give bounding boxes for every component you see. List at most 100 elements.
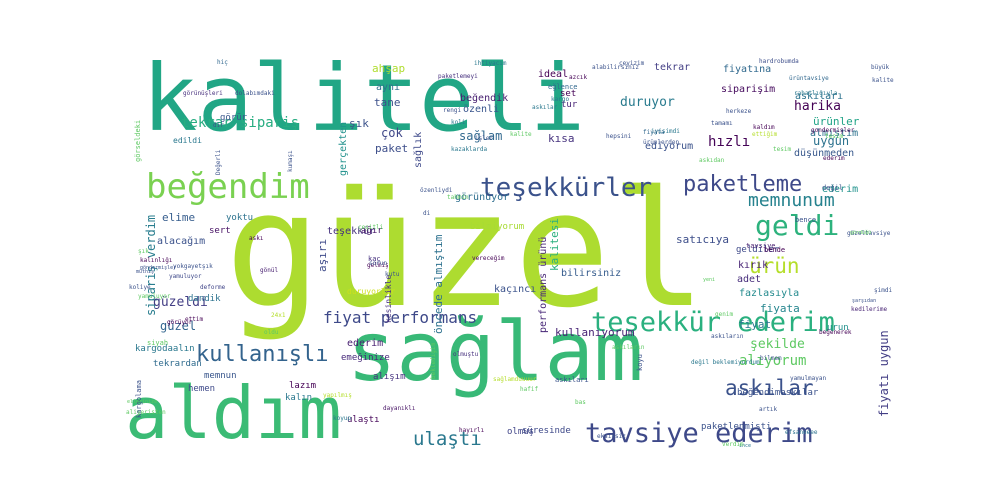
wordcloud-word: yoktu	[226, 213, 254, 223]
wordcloud-word: ahşap	[372, 62, 406, 75]
wordcloud-word: azcık	[569, 74, 588, 81]
wordcloud-word: kaliteli	[142, 50, 586, 152]
wordcloud-word: ederim	[347, 338, 384, 349]
wordcloud-word: fiyat performans	[323, 308, 478, 327]
wordcloud-word: ince	[739, 443, 752, 449]
wordcloud-word: fiyatı uygun	[877, 330, 891, 417]
wordcloud-word: askıları	[795, 91, 844, 102]
wordcloud-word: işler	[475, 135, 494, 142]
wordcloud-word: yeni	[703, 277, 716, 283]
wordcloud-word: hiç	[217, 59, 228, 66]
wordcloud-word: olmuş	[507, 427, 535, 437]
wordcloud-word: geldiler	[736, 245, 780, 255]
wordcloud-word: güzeldi	[153, 295, 208, 310]
wordcloud-word: bence	[795, 216, 817, 224]
wordcloud-word: kalın	[285, 393, 313, 403]
wordcloud-word: memnunum	[748, 190, 835, 211]
wordcloud-word: şık	[349, 117, 369, 130]
wordcloud-word: düşünmeden	[794, 148, 855, 159]
wordcloud-word: rahatlığıyla	[794, 90, 838, 97]
wordcloud-word: geldi	[755, 209, 840, 242]
wordcloud-word: şimdi	[874, 287, 893, 294]
wordcloud-word: kısa	[548, 132, 575, 145]
wordcloud-word: askılar	[725, 376, 814, 400]
wordcloud-word: yapılmış	[323, 392, 352, 399]
wordcloud-word: hepsini	[606, 133, 632, 140]
wordcloud-word: görünüyor	[455, 192, 510, 203]
wordcloud-word: fazlasıyla	[739, 288, 800, 299]
word-cloud: kaliteli güzel sağlam aldım beğendim tavsiye …	[125, 50, 900, 450]
wordcloud-word: askılar	[532, 104, 558, 111]
wordcloud-word: kutu	[385, 271, 400, 278]
wordcloud-word: çok	[381, 126, 403, 140]
wordcloud-word: eksiksiz	[597, 433, 626, 440]
wordcloud-word: ederim	[823, 155, 845, 162]
wordcloud-word: tahmin	[447, 194, 469, 201]
wordcloud-word: siyah	[147, 339, 169, 347]
wordcloud-word: kalite	[510, 131, 532, 138]
wordcloud-word: şık	[138, 248, 149, 255]
wordcloud-word: güzeltavsiye	[847, 230, 891, 237]
wordcloud-word: alacağım	[157, 236, 206, 247]
wordcloud-word: bende	[764, 246, 786, 254]
wordcloud-word: gördüğü	[850, 230, 872, 236]
wordcloud-word: hızlı	[708, 134, 751, 150]
wordcloud-word: fiyatına	[723, 64, 772, 75]
wordcloud-word: tavsiye	[746, 242, 776, 250]
wordcloud-word: ideal	[538, 69, 569, 80]
wordcloud-word: göndermişler	[140, 265, 177, 271]
wordcloud-word: güzel	[160, 319, 197, 333]
wordcloud-word: sağlam	[347, 305, 644, 400]
wordcloud-word: yamulmayan	[790, 375, 827, 382]
wordcloud-word: bilmiyorum	[470, 222, 525, 232]
wordcloud-word: tesim	[773, 146, 792, 153]
wordcloud-word: verdim	[722, 441, 744, 448]
wordcloud-word: fiyat	[738, 318, 772, 331]
wordcloud-word: beğendim	[146, 167, 310, 207]
wordcloud-word: gondermişler	[811, 127, 855, 134]
wordcloud-word: vereceğim	[472, 255, 505, 262]
wordcloud-word: sert	[209, 226, 231, 236]
wordcloud-word: sağlamduuuur	[493, 376, 537, 383]
wordcloud-word: fiyata	[760, 302, 800, 315]
wordcloud-word: gerçekten	[338, 121, 349, 176]
wordcloud-word: duruyorlar	[347, 287, 396, 296]
wordcloud-word: alabilirsiniz	[592, 64, 639, 71]
wordcloud-word: ürün	[749, 254, 800, 278]
wordcloud-word: teşekkürler	[480, 173, 653, 203]
wordcloud-word: koliye	[129, 284, 151, 291]
wordcloud-word: bilmem	[760, 355, 782, 362]
wordcloud-word: ulaştı	[413, 428, 482, 450]
wordcloud-word: aliyeristen	[126, 409, 166, 416]
wordcloud-word: ürüntavsiye	[789, 75, 829, 82]
wordcloud-word: iyisimdi	[651, 128, 680, 135]
wordcloud-word: koli	[451, 119, 466, 126]
wordcloud-word: ihtiyacım	[474, 60, 507, 67]
wordcloud-word: uygun	[813, 134, 850, 148]
wordcloud-word: hafif	[520, 386, 539, 393]
wordcloud-word: Değerli	[215, 149, 222, 175]
wordcloud-word: koyup	[333, 415, 352, 422]
wordcloud-word: bilirsiniz	[561, 268, 622, 279]
wordcloud-word: ürünler	[813, 115, 860, 128]
wordcloud-word: almıştım	[810, 128, 859, 139]
wordcloud-word: tane	[374, 96, 401, 109]
wordcloud-word: siparişim	[721, 84, 776, 95]
wordcloud-word: emeğinize	[341, 353, 390, 363]
wordcloud-word: hayırlı	[459, 427, 485, 434]
wordcloud-word: duruyor	[620, 95, 675, 110]
wordcloud-word: kaldım	[753, 124, 775, 131]
wordcloud-word: eğlence	[548, 83, 578, 91]
wordcloud-word: tur	[561, 100, 578, 110]
wordcloud-word: fiyata	[643, 129, 665, 136]
wordcloud-word: set	[560, 89, 577, 99]
wordcloud-word: alışım	[373, 372, 406, 382]
wordcloud-word: sağlık	[413, 131, 424, 168]
wordcloud-word: aynı	[376, 82, 401, 93]
wordcloud-word: tekrar	[654, 62, 691, 73]
wordcloud-word: herkeze	[726, 108, 752, 115]
wordcloud-word: paket	[375, 142, 409, 155]
wordcloud-word: harika	[794, 99, 841, 114]
wordcloud-word: askıları	[555, 376, 589, 384]
wordcloud-word: askı	[249, 235, 264, 242]
